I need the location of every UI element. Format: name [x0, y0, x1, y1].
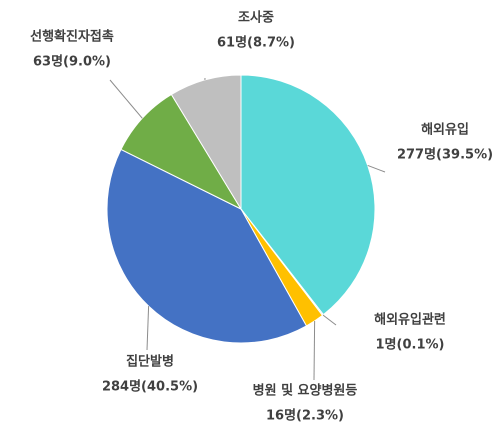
value-label: 284명(40.5%) [102, 379, 198, 395]
pie-slice [106, 148, 308, 344]
slice-label: 집단발병 [126, 354, 174, 370]
slice-label: 조사중 [238, 10, 274, 26]
leader-line [146, 306, 150, 351]
leader-line [367, 164, 386, 173]
leader-line [109, 79, 143, 119]
value-label: 1명(0.1%) [376, 337, 445, 353]
slice-label: 병원 및 요양병원등 [253, 383, 358, 399]
leader-line [313, 320, 316, 381]
pie-slice [240, 74, 376, 316]
leader-line [322, 314, 337, 326]
value-label: 16명(2.3%) [266, 408, 344, 424]
slice-label: 해외유입관련 [374, 312, 446, 328]
value-label: 277명(39.5%) [397, 147, 493, 163]
slice-label: 선행확진자접촉 [30, 29, 114, 45]
value-label: 63명(9.0%) [33, 54, 111, 70]
value-label: 61명(8.7%) [217, 35, 295, 51]
slice-label: 해외유입 [421, 122, 469, 138]
